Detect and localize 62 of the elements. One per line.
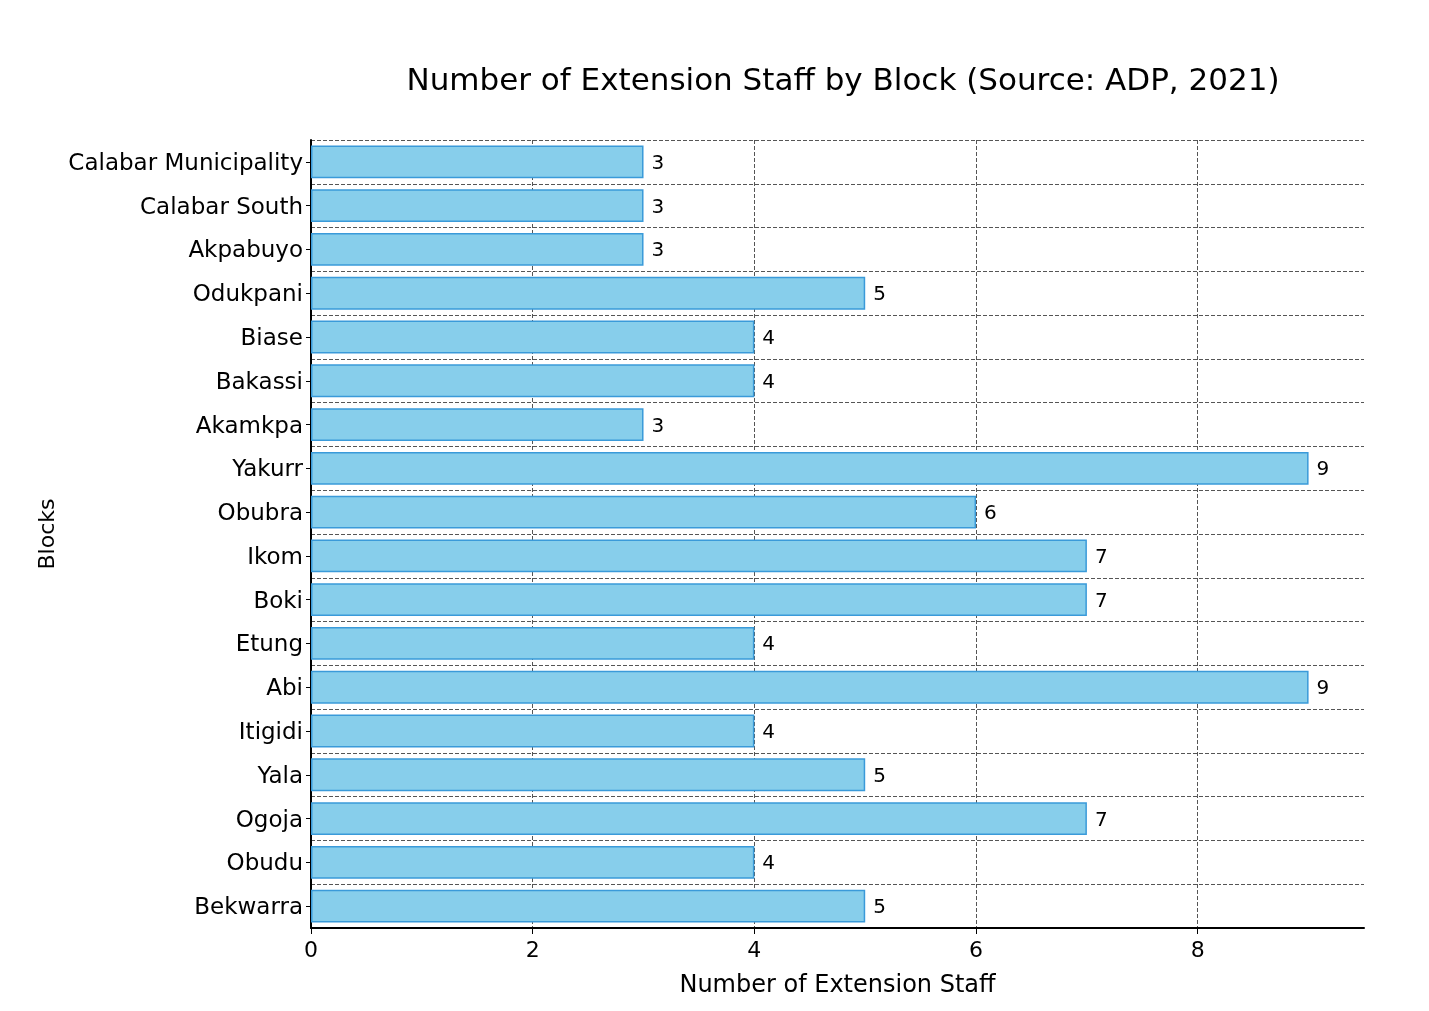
y-tick-label: Itigidi	[238, 718, 303, 744]
bar	[311, 320, 755, 354]
y-tick-label: Yala	[256, 761, 303, 788]
data-label: 9	[1316, 456, 1330, 481]
bar	[311, 845, 755, 879]
x-tick-label: 8	[1190, 936, 1205, 962]
data-label: 4	[762, 631, 776, 656]
bar	[311, 583, 1087, 617]
y-tick-label: Boki	[253, 586, 303, 613]
data-label: 3	[651, 149, 665, 174]
y-tick-label: Ikom	[247, 542, 303, 569]
bar	[311, 889, 866, 923]
bar	[311, 539, 1087, 573]
bar	[311, 802, 1087, 835]
bar	[311, 145, 644, 179]
bar	[311, 276, 866, 310]
y-axis-title: Blocks	[33, 498, 59, 570]
bar	[311, 233, 644, 266]
y-tick-label: Akpabuyo	[188, 236, 303, 263]
bar	[311, 714, 755, 748]
data-label: 9	[1316, 675, 1330, 700]
bar	[311, 627, 755, 660]
bar	[311, 364, 755, 398]
y-tick-label: Calabar South	[140, 192, 303, 219]
x-tick-label: 0	[304, 936, 318, 962]
x-axis-title: Number of Extension Staff	[679, 970, 997, 998]
bar	[311, 189, 644, 223]
y-tick-label: Abi	[266, 674, 303, 701]
bar	[311, 408, 644, 441]
data-label: 5	[873, 894, 886, 919]
data-label: 7	[1094, 806, 1108, 831]
bar	[311, 495, 977, 529]
y-tick-label: Etung	[235, 630, 303, 657]
data-label: 3	[651, 237, 665, 262]
y-tick-label: Obudu	[226, 849, 303, 876]
bar	[311, 451, 1309, 485]
x-tick-label: 2	[525, 936, 540, 962]
y-tick-label: Biase	[240, 324, 303, 350]
x-tick-label: 6	[969, 936, 984, 962]
y-tick-label: Bakassi	[215, 367, 303, 394]
y-tick-label: Obubra	[217, 499, 303, 526]
data-label: 5	[873, 281, 886, 306]
y-tick-label: Akamkpa	[195, 411, 303, 438]
bar	[311, 670, 1309, 704]
data-label: 4	[762, 719, 776, 743]
data-label: 4	[762, 368, 776, 393]
y-tick-label: Bekwarra	[194, 893, 303, 920]
x-tick-label: 4	[747, 936, 762, 962]
y-tick-label: Ogoja	[235, 805, 303, 832]
data-label: 7	[1094, 587, 1108, 612]
data-label: 3	[651, 412, 665, 437]
data-label: 4	[762, 325, 776, 349]
data-label: 7	[1094, 543, 1108, 568]
y-tick-label: Calabar Municipality	[68, 148, 303, 175]
data-label: 5	[873, 762, 886, 787]
bar	[311, 758, 866, 792]
y-tick-label: Yakurr	[231, 455, 304, 482]
data-label: 6	[984, 500, 997, 525]
y-tick-label: Odukpani	[192, 280, 303, 307]
data-label: 4	[762, 850, 776, 875]
data-label: 3	[651, 193, 665, 218]
chart-title: Number of Extension Staff by Block (Source: ADP, 2021)	[406, 60, 1280, 97]
